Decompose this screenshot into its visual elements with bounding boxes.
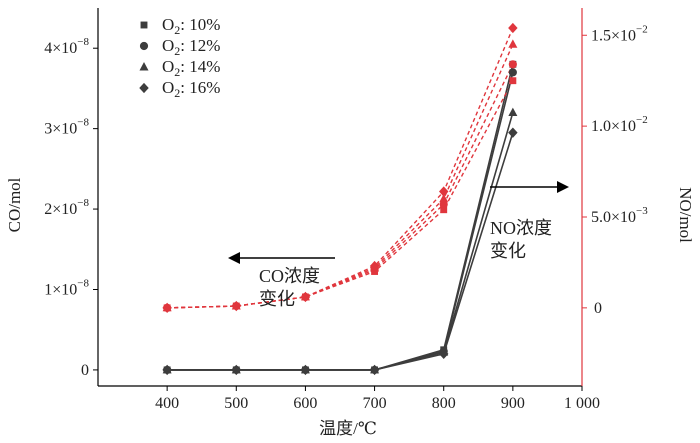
no-point-s4-400 [162,302,172,314]
co-annotation-line2: 变化 [259,289,295,309]
no-annotation-line2: 变化 [490,241,526,261]
legend-marker-2 [139,41,149,51]
no-point-s4-900 [508,22,518,34]
left-y-tick-label-1: 1×10−8 [44,277,89,298]
legend-label-1: O2: 10% [162,15,220,37]
no-point-s3-900 [508,39,518,48]
co-point-s2-900 [508,68,517,77]
legend-marker-4 [139,82,149,94]
no-line-series-4 [167,27,514,309]
right-y-tick-label-2: 1.0×10−2 [591,114,648,135]
co-point-s4-400 [162,364,172,376]
no-annotation-line1: NO浓度 [490,218,552,238]
co-point-s4-700 [369,364,380,376]
legend-marker-1 [140,21,148,29]
x-tick-label-600: 600 [293,395,317,412]
no-point-s4-700 [369,260,380,272]
left-y-tick-label-4: 4×10−8 [44,36,89,57]
x-tick-label-500: 500 [224,395,248,412]
no-point-s4-500 [231,300,242,312]
x-tick-label-1000: 1 000 [564,395,600,412]
no-point-s1-900 [509,77,517,85]
left-y-tick-label-3: 3×10−8 [44,117,89,138]
co-annotation-line1: CO浓度 [259,266,320,286]
right-y-tick-label-3: 1.5×10−2 [591,23,648,44]
legend-label-4: O2: 16% [162,78,220,100]
co-point-s4-500 [231,364,242,376]
x-tick-label-700: 700 [363,395,387,412]
axes: 400 500 600 700 800 900 1 000 0 1×10−8 2×10−8 3×10… [5,8,695,438]
x-tick-label-800: 800 [432,395,456,412]
right-y-axis-title: NO/mol [676,187,695,243]
legend: O2: 10%O2: 12%O2: 14%O2: 16% [139,15,220,100]
no-point-s1-800 [440,206,448,214]
co-annotation-arrowhead [228,252,240,264]
no-point-s4-800 [438,186,449,197]
no-annotation-arrowhead [557,181,569,193]
series-markers [162,22,518,376]
legend-label-2: O2: 12% [162,36,220,58]
series-lines [167,27,514,371]
left-y-tick-label-0: 0 [81,362,89,379]
x-tick-label-900: 900 [501,395,525,412]
no-point-s3-800 [439,193,449,203]
no-point-s2-900 [508,60,517,69]
no-point-s4-600 [300,291,311,303]
co-point-s4-600 [300,364,311,376]
right-y-tick-label-1: 5.0×10−3 [591,205,648,226]
legend-label-3: O2: 14% [162,57,220,79]
co-line-series-2 [167,72,514,371]
co-point-s3-900 [508,107,518,116]
no-line-series-2 [167,64,514,309]
no-line-series-1 [167,80,514,309]
left-y-axis-title: CO/mol [5,177,24,232]
co-line-series-4 [167,132,514,371]
co-point-s4-900 [508,127,518,138]
left-y-tick-label-2: 2×10−8 [44,197,89,218]
legend-marker-3 [139,62,149,71]
co-line-series-1 [167,64,514,371]
co-point-s4-800 [438,348,449,359]
right-y-tick-label-0: 0 [594,300,602,317]
x-tick-label-400: 400 [155,395,179,412]
x-axis-title: 温度/℃ [319,419,377,438]
